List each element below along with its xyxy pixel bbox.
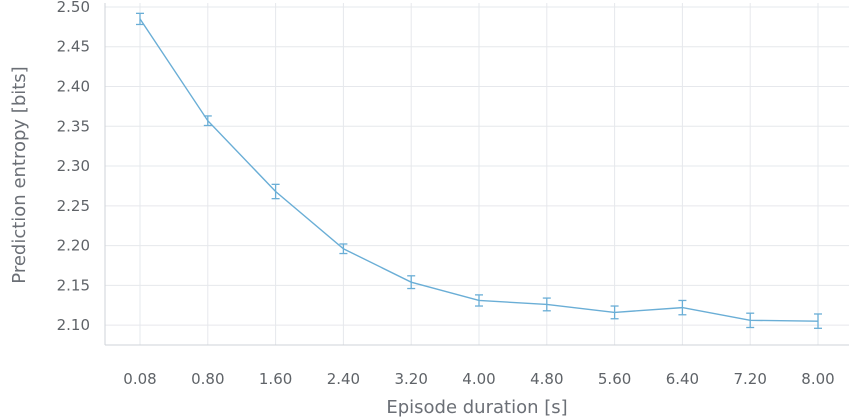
error-bar: [814, 313, 822, 329]
axes: [104, 3, 849, 346]
y-tick-label: 2.35: [57, 117, 90, 135]
series-layer: [136, 12, 822, 329]
y-axis-title: Prediction entropy [bits]: [9, 66, 30, 283]
x-tick-label: 4.80: [530, 370, 563, 388]
x-tick-label: 8.00: [801, 370, 834, 388]
x-tick-label: 0.80: [191, 370, 224, 388]
y-tick-label: 2.45: [57, 38, 90, 56]
x-tick-label: 0.08: [123, 370, 156, 388]
x-tick-label: 4.00: [462, 370, 495, 388]
error-bar: [746, 312, 755, 329]
y-tick-label: 2.20: [57, 237, 90, 255]
y-tick-label: 2.40: [57, 78, 90, 96]
x-tick-labels: 0.08 0.80 1.60 2.40 3.20 4.00 4.80 5.60 6.40 7.20…: [123, 370, 834, 388]
error-bar: [136, 12, 144, 26]
x-axis-title: Episode duration [s]: [386, 397, 567, 417]
error-bar: [407, 275, 416, 290]
error-bar: [610, 305, 619, 320]
y-tick-label: 2.25: [57, 197, 90, 215]
x-tick-label: 6.40: [666, 370, 699, 388]
error-bar: [475, 294, 483, 307]
x-tick-label: 5.60: [598, 370, 631, 388]
y-tick-label: 2.15: [57, 276, 90, 294]
error-bar: [203, 115, 212, 127]
x-tick-label: 3.20: [394, 370, 427, 388]
y-tick-label: 2.30: [57, 157, 90, 175]
x-tick-label: 1.60: [259, 370, 292, 388]
error-bar: [542, 297, 551, 312]
x-tick-label: 2.40: [327, 370, 360, 388]
y-tick-labels: 2.10 2.15 2.20 2.25 2.30 2.35 2.40 2.45 2.50: [57, 0, 90, 334]
y-tick-label: 2.10: [57, 316, 90, 334]
x-tick-label: 7.20: [733, 370, 766, 388]
error-bar: [678, 299, 687, 316]
grid-lines: [105, 3, 849, 345]
error-bar: [339, 243, 348, 255]
y-tick-label: 2.50: [57, 0, 90, 16]
error-bar: [271, 183, 280, 200]
